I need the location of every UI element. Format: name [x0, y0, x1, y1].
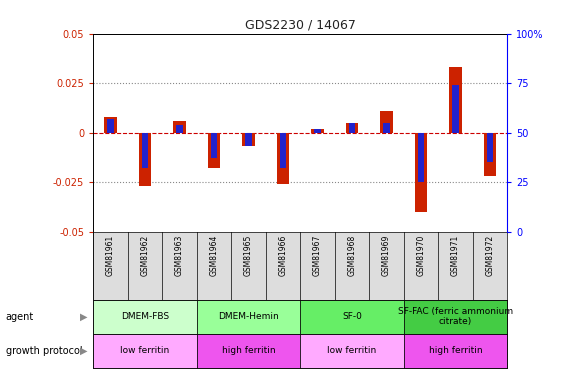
- Bar: [93, 300, 196, 333]
- Bar: [415, 133, 427, 212]
- Bar: [177, 125, 182, 133]
- Text: GSM81967: GSM81967: [313, 235, 322, 276]
- Bar: [93, 333, 196, 368]
- Text: GSM81962: GSM81962: [141, 235, 149, 276]
- Bar: [174, 121, 185, 133]
- Bar: [277, 133, 289, 184]
- Bar: [107, 119, 114, 133]
- Text: GSM81961: GSM81961: [106, 235, 115, 276]
- Bar: [418, 133, 424, 182]
- Bar: [311, 129, 324, 133]
- Bar: [211, 133, 217, 158]
- Text: GSM81965: GSM81965: [244, 235, 253, 276]
- Text: DMEM-Hemin: DMEM-Hemin: [218, 312, 279, 321]
- Bar: [196, 300, 300, 333]
- Bar: [245, 133, 252, 147]
- Text: SF-FAC (ferric ammonium
citrate): SF-FAC (ferric ammonium citrate): [398, 307, 513, 326]
- Text: low ferritin: low ferritin: [328, 346, 377, 355]
- Bar: [449, 68, 462, 133]
- Bar: [384, 123, 389, 133]
- Bar: [403, 333, 507, 368]
- Bar: [403, 300, 507, 333]
- Text: GSM81971: GSM81971: [451, 235, 460, 276]
- Text: GSM81970: GSM81970: [416, 235, 426, 276]
- Bar: [142, 133, 148, 168]
- Bar: [314, 129, 321, 133]
- Text: SF-0: SF-0: [342, 312, 362, 321]
- Bar: [300, 333, 403, 368]
- Text: low ferritin: low ferritin: [121, 346, 170, 355]
- Text: ▶: ▶: [80, 312, 87, 321]
- Text: GSM81964: GSM81964: [209, 235, 219, 276]
- Bar: [208, 133, 220, 168]
- Bar: [484, 133, 496, 176]
- Text: high ferritin: high ferritin: [222, 346, 275, 355]
- Bar: [381, 111, 392, 133]
- Text: GSM81972: GSM81972: [486, 235, 494, 276]
- Text: agent: agent: [6, 312, 34, 321]
- Text: GSM81968: GSM81968: [347, 235, 356, 276]
- Bar: [243, 133, 255, 147]
- Bar: [104, 117, 117, 133]
- Bar: [300, 300, 403, 333]
- Bar: [139, 133, 151, 186]
- Text: high ferritin: high ferritin: [429, 346, 482, 355]
- Text: growth protocol: growth protocol: [6, 345, 82, 355]
- Bar: [487, 133, 493, 162]
- Bar: [280, 133, 286, 168]
- Bar: [346, 123, 358, 133]
- Text: GSM81966: GSM81966: [279, 235, 287, 276]
- Text: DMEM-FBS: DMEM-FBS: [121, 312, 169, 321]
- Text: ▶: ▶: [80, 345, 87, 355]
- Text: GSM81963: GSM81963: [175, 235, 184, 276]
- Bar: [452, 85, 459, 133]
- Bar: [196, 333, 300, 368]
- Bar: [349, 123, 355, 133]
- Title: GDS2230 / 14067: GDS2230 / 14067: [245, 18, 356, 31]
- Text: GSM81969: GSM81969: [382, 235, 391, 276]
